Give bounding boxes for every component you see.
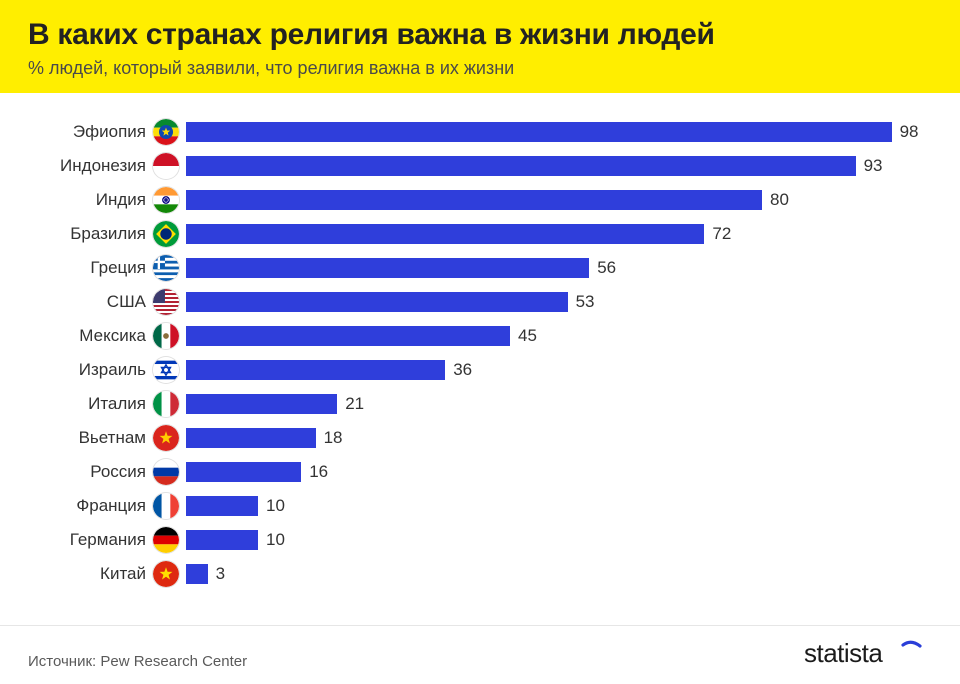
chart-row: Франция 10 — [28, 489, 920, 523]
bar-track: 16 — [182, 462, 920, 482]
bar — [186, 462, 301, 482]
header: В каких странах религия важна в жизни лю… — [0, 0, 960, 93]
flag-icon — [150, 187, 182, 213]
bar — [186, 292, 568, 312]
bar-track: 72 — [182, 224, 920, 244]
flag-icon — [150, 153, 182, 179]
chart-row: Индия 80 — [28, 183, 920, 217]
flag-icon — [150, 221, 182, 247]
country-label: Индонезия — [28, 156, 150, 176]
bar-track: 93 — [182, 156, 920, 176]
flag-icon — [150, 289, 182, 315]
country-label: Китай — [28, 564, 150, 584]
flag-icon — [150, 527, 182, 553]
bar — [186, 326, 510, 346]
country-label: Израиль — [28, 360, 150, 380]
chart-row: Италия 21 — [28, 387, 920, 421]
bar — [186, 360, 445, 380]
country-label: Италия — [28, 394, 150, 414]
country-label: Эфиопия — [28, 122, 150, 142]
country-label: Бразилия — [28, 224, 150, 244]
country-label: Франция — [28, 496, 150, 516]
bar — [186, 190, 762, 210]
bar-track: 36 — [182, 360, 920, 380]
flag-icon — [150, 323, 182, 349]
bar-track: 10 — [182, 496, 920, 516]
chart-row: Бразилия 72 — [28, 217, 920, 251]
bar-chart: Эфиопия 98 Индонезия 93 Индия 80 Бразилия 72 Гре… — [0, 93, 960, 591]
chart-subtitle: % людей, который заявили, что религия ва… — [28, 58, 932, 79]
chart-row: Индонезия 93 — [28, 149, 920, 183]
country-label: Греция — [28, 258, 150, 278]
bar-track: 3 — [182, 564, 920, 584]
bar-track: 10 — [182, 530, 920, 550]
value-label: 36 — [445, 360, 472, 380]
chart-title: В каких странах религия важна в жизни лю… — [28, 18, 932, 52]
chart-row: Германия 10 — [28, 523, 920, 557]
value-label: 21 — [337, 394, 364, 414]
statista-logo: statista — [804, 638, 932, 670]
country-label: Индия — [28, 190, 150, 210]
value-label: 72 — [704, 224, 731, 244]
country-label: Вьетнам — [28, 428, 150, 448]
footer: Источник: Pew Research Center statista — [0, 625, 960, 684]
bar — [186, 564, 208, 584]
value-label: 80 — [762, 190, 789, 210]
bar — [186, 496, 258, 516]
bar — [186, 156, 856, 176]
value-label: 10 — [258, 530, 285, 550]
bar-track: 21 — [182, 394, 920, 414]
svg-text:statista: statista — [804, 638, 883, 668]
flag-icon — [150, 425, 182, 451]
bar — [186, 530, 258, 550]
flag-icon — [150, 493, 182, 519]
chart-row: Вьетнам 18 — [28, 421, 920, 455]
bar — [186, 258, 589, 278]
flag-icon — [150, 357, 182, 383]
flag-icon — [150, 561, 182, 587]
chart-row: Эфиопия 98 — [28, 115, 920, 149]
value-label: 3 — [208, 564, 225, 584]
chart-row: Китай 3 — [28, 557, 920, 591]
bar — [186, 428, 316, 448]
flag-icon — [150, 391, 182, 417]
value-label: 53 — [568, 292, 595, 312]
flag-icon — [150, 119, 182, 145]
value-label: 45 — [510, 326, 537, 346]
bar-track: 45 — [182, 326, 920, 346]
bar — [186, 394, 337, 414]
bar-track: 53 — [182, 292, 920, 312]
value-label: 93 — [856, 156, 883, 176]
chart-row: Мексика 45 — [28, 319, 920, 353]
flag-icon — [150, 255, 182, 281]
chart-row: Израиль 36 — [28, 353, 920, 387]
bar-track: 98 — [182, 122, 920, 142]
value-label: 98 — [892, 122, 919, 142]
value-label: 56 — [589, 258, 616, 278]
country-label: Германия — [28, 530, 150, 550]
bar — [186, 224, 704, 244]
bar — [186, 122, 892, 142]
source-label: Источник: Pew Research Center — [28, 653, 247, 670]
value-label: 18 — [316, 428, 343, 448]
flag-icon — [150, 459, 182, 485]
value-label: 10 — [258, 496, 285, 516]
chart-row: Греция 56 — [28, 251, 920, 285]
value-label: 16 — [301, 462, 328, 482]
country-label: Россия — [28, 462, 150, 482]
chart-row: Россия 16 — [28, 455, 920, 489]
country-label: Мексика — [28, 326, 150, 346]
bar-track: 80 — [182, 190, 920, 210]
bar-track: 56 — [182, 258, 920, 278]
country-label: США — [28, 292, 150, 312]
bar-track: 18 — [182, 428, 920, 448]
chart-row: США 53 — [28, 285, 920, 319]
